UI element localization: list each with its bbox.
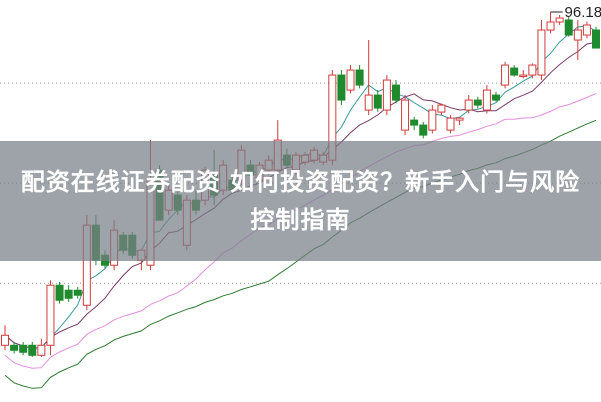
candle [582,21,591,39]
candle-body [428,109,437,131]
candles [1,12,600,357]
candle-body [346,69,355,91]
candle [37,338,46,357]
candle-body [355,69,364,86]
candle [64,285,73,302]
candle [555,15,564,26]
candle-body [501,64,510,86]
candle-body [410,119,419,126]
candle-body [337,74,346,101]
candle [355,65,364,89]
candle [373,90,382,112]
candle [501,61,510,89]
candle-body [482,89,491,111]
candle-body [391,84,400,101]
candle-body [519,74,528,78]
candle [73,286,82,299]
candle [446,115,455,134]
candle [519,70,528,79]
candle-body [582,24,591,36]
candle [528,63,537,79]
candle [1,325,9,351]
candle-body [28,344,37,356]
candle [491,91,500,102]
candle [564,16,573,37]
candle [28,341,37,357]
candle [437,103,446,116]
candle-body [64,289,73,299]
candle-body [373,94,382,109]
candle [510,65,519,77]
candle-body [55,284,64,301]
candle [337,70,346,106]
candle [10,341,19,354]
candle [391,80,400,104]
candle [573,20,582,61]
candle-body [564,19,573,36]
candle [455,116,464,126]
candle-body [455,117,464,121]
article-title: 配资在线证券配资 如何投资配资？新手入门与风险控制指南 [20,168,581,234]
candle [592,26,600,49]
candle-body [46,284,55,346]
candle [382,75,391,116]
candle-body [592,29,600,49]
candle [364,40,373,116]
candle [19,341,28,356]
candle-body [364,94,373,111]
title-banner: 配资在线证券配资 如何投资配资？新手入门与风险控制指南 [0,141,601,261]
candle-body [419,124,428,136]
candle-body [464,99,473,111]
candle-body [10,344,19,351]
candle-body [473,99,482,106]
candle-body [437,104,446,113]
candle [401,95,410,136]
candle-body [401,99,410,131]
candle [419,121,428,139]
candle-body [528,64,537,76]
high-annotation: 96.18 [550,4,601,21]
candle [428,105,437,134]
candle [55,281,64,304]
candle-body [510,67,519,76]
candle [410,116,419,131]
candle-body [19,344,28,353]
candle-body [546,21,555,31]
candle-body [37,344,46,356]
candle-body [382,79,391,111]
candle [473,96,482,109]
candle-body [446,117,455,131]
candle-body [537,29,546,76]
candle [482,85,491,114]
candle [546,12,555,34]
candle-body [1,334,9,346]
candle [346,65,355,94]
candle [464,95,473,114]
candle-body [73,289,82,296]
candle [537,20,546,81]
high-price-label: 96.18 [565,4,601,21]
candle-body [573,29,582,41]
candle [46,280,55,356]
candle-body [555,17,564,23]
candle-body [491,94,500,101]
